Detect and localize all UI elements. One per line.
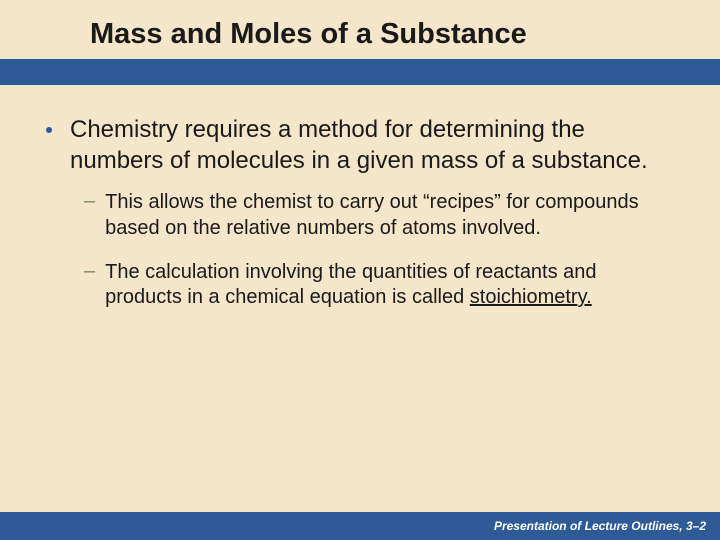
sub-bullet-underlined: stoichiometry. xyxy=(470,286,592,308)
bullet-dot-icon xyxy=(46,127,52,133)
sub-dash-icon: – xyxy=(84,260,95,283)
content-area: Chemistry requires a method for determin… xyxy=(0,85,720,512)
slide-title: Mass and Moles of a Substance xyxy=(90,18,680,51)
title-area: Mass and Moles of a Substance xyxy=(0,0,720,59)
bullet-text: Chemistry requires a method for determin… xyxy=(70,115,674,176)
sub-bullet-item: – The calculation involving the quantiti… xyxy=(84,260,674,311)
sub-bullet-item: – This allows the chemist to carry out “… xyxy=(84,190,674,241)
sub-bullet-text: The calculation involving the quantities… xyxy=(105,260,674,311)
sub-bullet-list: – This allows the chemist to carry out “… xyxy=(84,190,674,310)
sub-dash-icon: – xyxy=(84,190,95,213)
sub-bullet-text: This allows the chemist to carry out “re… xyxy=(105,190,674,241)
title-underline-bar xyxy=(0,59,720,85)
footer-text: Presentation of Lecture Outlines, 3–2 xyxy=(494,519,706,533)
bullet-item: Chemistry requires a method for determin… xyxy=(46,115,674,176)
footer-bar: Presentation of Lecture Outlines, 3–2 xyxy=(0,512,720,540)
slide: Mass and Moles of a Substance Chemistry … xyxy=(0,0,720,540)
